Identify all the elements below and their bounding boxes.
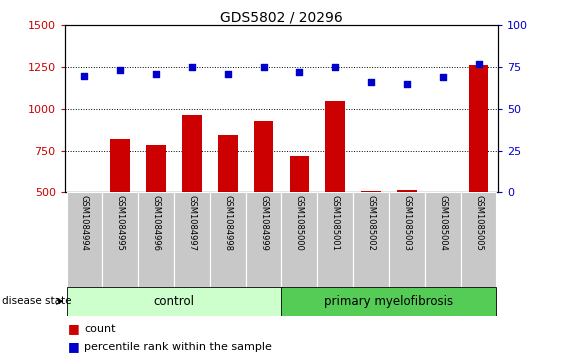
Point [224, 71, 233, 77]
Text: primary myelofibrosis: primary myelofibrosis [324, 295, 454, 308]
Bar [138, 192, 174, 287]
Bar [282, 287, 497, 316]
Bar [110, 139, 130, 192]
Bar [282, 192, 318, 287]
Bar [468, 65, 488, 192]
Text: GSM1084998: GSM1084998 [224, 195, 233, 251]
Point [295, 69, 304, 75]
Bar [182, 115, 202, 192]
Point [151, 71, 160, 77]
Point [403, 81, 412, 87]
Title: GDS5802 / 20296: GDS5802 / 20296 [220, 10, 343, 24]
Bar [245, 192, 282, 287]
Bar [325, 101, 345, 192]
Point [80, 73, 89, 78]
Point [259, 64, 268, 70]
Bar [461, 192, 497, 287]
Bar [102, 192, 138, 287]
Bar [397, 190, 417, 192]
Text: count: count [84, 323, 116, 334]
Text: GSM1085001: GSM1085001 [330, 195, 339, 251]
Point [438, 74, 447, 80]
Point [474, 61, 483, 67]
Point [187, 64, 196, 70]
Bar [389, 192, 425, 287]
Bar [361, 191, 381, 192]
Bar [174, 192, 210, 287]
Text: GSM1085002: GSM1085002 [367, 195, 376, 251]
Bar [210, 192, 245, 287]
Text: GSM1085003: GSM1085003 [403, 195, 412, 251]
Bar [218, 135, 238, 192]
Bar [66, 192, 102, 287]
Text: ■: ■ [68, 340, 79, 353]
Bar [425, 192, 461, 287]
Point [116, 68, 125, 73]
Text: GSM1085004: GSM1085004 [438, 195, 447, 251]
Text: GSM1085000: GSM1085000 [295, 195, 304, 251]
Bar [146, 145, 166, 192]
Text: ■: ■ [68, 322, 79, 335]
Point [367, 79, 376, 85]
Bar [66, 287, 282, 316]
Text: percentile rank within the sample: percentile rank within the sample [84, 342, 272, 352]
Bar [289, 156, 309, 192]
Bar [353, 192, 389, 287]
Text: GSM1084996: GSM1084996 [151, 195, 160, 251]
Text: GSM1084997: GSM1084997 [187, 195, 196, 251]
Point [330, 64, 339, 70]
Text: disease state: disease state [2, 296, 71, 306]
Text: GSM1085005: GSM1085005 [474, 195, 483, 251]
Bar [254, 121, 274, 192]
Text: GSM1084995: GSM1084995 [116, 195, 125, 251]
Bar [318, 192, 353, 287]
Text: GSM1084994: GSM1084994 [80, 195, 89, 251]
Text: GSM1084999: GSM1084999 [259, 195, 268, 251]
Text: control: control [154, 295, 195, 308]
